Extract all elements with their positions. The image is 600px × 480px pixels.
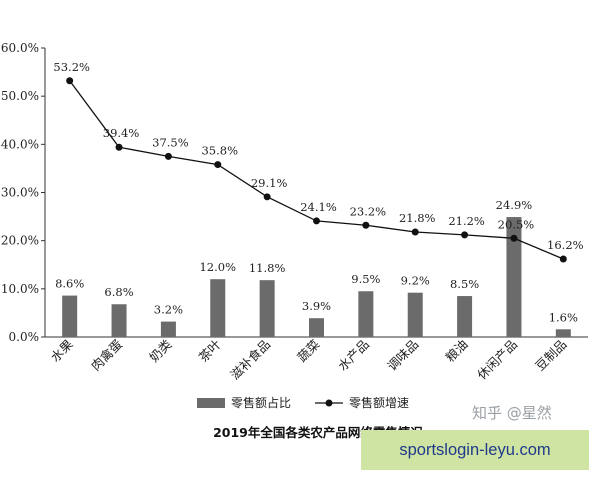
line-point — [66, 77, 74, 85]
bar — [555, 329, 571, 337]
line-data-label: 21.8% — [399, 211, 436, 225]
line-path — [69, 80, 564, 260]
bar — [506, 217, 522, 337]
bar-data-label: 9.2% — [401, 274, 430, 288]
bar — [358, 291, 374, 337]
bar-data-label: 8.6% — [55, 277, 84, 291]
bar — [259, 280, 275, 337]
y-tick-label: 20.0% — [1, 234, 39, 248]
x-tick-label: 奶类 — [146, 336, 175, 365]
banner-text[interactable]: sportslogin-leyu.com — [399, 441, 551, 459]
x-tick-label: 粮油 — [442, 337, 470, 365]
line-point — [411, 228, 419, 236]
bar — [111, 304, 127, 337]
line-data-label: 37.5% — [152, 135, 189, 149]
line-data-label: 39.4% — [103, 126, 140, 140]
legend: 零售额占比 零售额增速 — [197, 395, 409, 410]
bar — [62, 295, 78, 337]
bar-data-label: 6.8% — [104, 285, 133, 299]
x-tick-label: 水产品 — [335, 337, 372, 374]
bar — [210, 279, 226, 337]
y-tick-label: 30.0% — [1, 186, 39, 200]
y-tick-label: 60.0% — [1, 41, 39, 55]
y-axis: 0.0% 10.0% 20.0% 30.0% 40.0% 50.0% 60.0% — [1, 41, 46, 344]
line-point — [164, 152, 172, 160]
x-tick-label: 滋补食品 — [227, 337, 273, 383]
line-data-label: 53.2% — [53, 60, 90, 74]
line-point — [313, 217, 320, 225]
bar-data-label: 8.5% — [450, 277, 479, 291]
x-tick-label: 休闲产品 — [474, 337, 520, 383]
line-series: 53.2% 39.4% 37.5% 35.8% 29.1% 24.1% 23.2% 21.8%… — [53, 60, 584, 263]
x-tick-label: 肉禽蛋 — [88, 337, 125, 374]
line-data-label: 20.5% — [498, 217, 535, 231]
line-data-label: 16.2% — [547, 238, 584, 252]
bar-series: 8.6% 6.8% 3.2% 12.0% 11.8% 3.9% 9.5% 9.2% 8.5% 24… — [55, 198, 578, 337]
line-point — [263, 193, 271, 201]
line-point — [559, 255, 567, 263]
legend-bar-swatch — [197, 398, 225, 408]
bar-data-label: 11.8% — [249, 261, 286, 275]
x-tick-label: 茶叶 — [196, 336, 225, 365]
line-data-label: 35.8% — [201, 144, 238, 158]
line-data-label: 24.1% — [300, 200, 337, 214]
bar — [457, 296, 473, 337]
bar-data-label: 9.5% — [351, 272, 380, 286]
bar — [407, 292, 423, 337]
bar-data-label: 12.0% — [199, 260, 236, 274]
line-data-label: 29.1% — [251, 176, 288, 190]
bar — [309, 318, 324, 337]
x-tick-label: 蔬菜 — [294, 336, 323, 365]
line-point — [115, 143, 123, 151]
promo-banner[interactable]: sportslogin-leyu.com — [361, 430, 589, 470]
y-tick-label: 0.0% — [9, 330, 40, 344]
line-point — [461, 231, 469, 239]
bar-data-label: 1.6% — [549, 310, 578, 324]
line-point — [214, 161, 222, 169]
bar — [160, 321, 176, 337]
line-point — [362, 221, 370, 229]
bar-data-label: 24.9% — [496, 198, 533, 212]
bar-data-label: 3.9% — [302, 299, 331, 313]
x-tick-label: 调味品 — [384, 337, 421, 374]
line-point — [510, 234, 518, 242]
legend-line-marker — [325, 399, 333, 407]
y-tick-label: 50.0% — [1, 89, 39, 103]
y-tick-label: 10.0% — [1, 282, 39, 296]
line-data-label: 21.2% — [448, 214, 485, 228]
legend-line-label: 零售额增速 — [349, 395, 409, 410]
watermark-text: 知乎 @星然 — [472, 404, 552, 422]
bar-data-label: 3.2% — [154, 303, 183, 317]
x-tick-label: 豆制品 — [532, 337, 569, 374]
y-tick-label: 40.0% — [1, 137, 39, 151]
line-data-label: 23.2% — [350, 204, 387, 218]
x-tick-label: 水果 — [48, 336, 77, 365]
legend-bar-label: 零售额占比 — [231, 395, 291, 410]
x-axis: 水果 肉禽蛋 奶类 茶叶 滋补食品 蔬菜 水产品 调味品 粮油 休闲产品 豆制品 — [45, 336, 588, 382]
